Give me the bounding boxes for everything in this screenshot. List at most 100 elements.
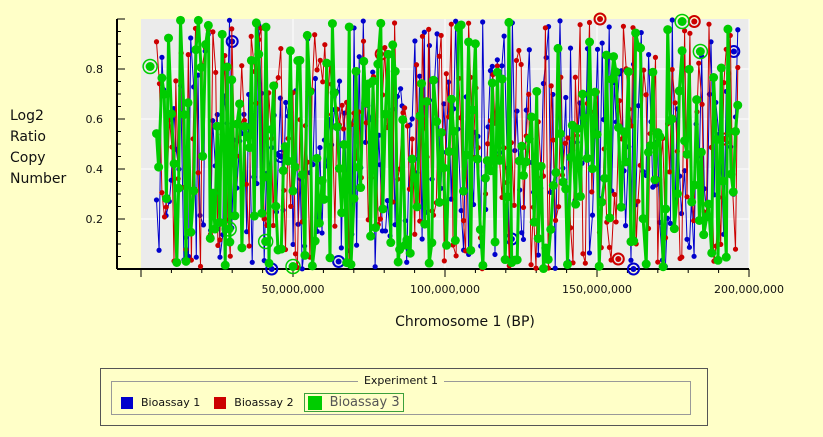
- data-point: [520, 204, 527, 211]
- y-tick-label: 0.8: [86, 63, 104, 76]
- legend-title-text: Experiment 1: [357, 374, 445, 387]
- data-point: [551, 168, 561, 178]
- data-point: [210, 224, 220, 234]
- legend-title: Experiment 1: [112, 374, 690, 387]
- data-point: [565, 135, 571, 141]
- data-point: [562, 140, 568, 146]
- data-point: [248, 33, 254, 39]
- data-point: [436, 128, 446, 138]
- data-point: [686, 244, 693, 250]
- data-point: [590, 87, 600, 97]
- data-point: [733, 100, 743, 110]
- data-point: [487, 68, 494, 74]
- legend: Experiment 1 Bioassay 1 Bioassay 2 Bioas…: [100, 368, 708, 426]
- x-tick-label: 200,000,000: [714, 283, 784, 296]
- data-point: [340, 126, 347, 132]
- data-point: [338, 245, 344, 251]
- data-point: [635, 198, 641, 204]
- data-point: [280, 142, 290, 152]
- data-point: [322, 58, 332, 68]
- data-point: [472, 154, 482, 164]
- data-point: [215, 242, 221, 249]
- data-point: [718, 176, 728, 186]
- data-point: [444, 147, 454, 157]
- data-point: [552, 217, 559, 223]
- data-point: [332, 223, 338, 229]
- data-point: [607, 74, 617, 84]
- x-tick-label: 150,000,000: [562, 283, 632, 296]
- data-point: [641, 259, 651, 269]
- data-point: [480, 19, 486, 25]
- data-point: [592, 129, 602, 139]
- data-point: [539, 264, 549, 274]
- data-point: [278, 166, 288, 176]
- data-point: [417, 73, 423, 79]
- data-point: [351, 66, 361, 76]
- data-point: [214, 112, 220, 118]
- data-point: [197, 212, 203, 219]
- data-point: [643, 92, 649, 98]
- data-point: [678, 210, 685, 217]
- data-point: [362, 139, 369, 145]
- highlighted-point: [277, 153, 284, 160]
- highlighted-point-ring: [142, 58, 158, 75]
- data-point: [599, 40, 605, 46]
- data-point: [404, 123, 411, 129]
- data-point: [589, 189, 595, 195]
- data-point: [377, 216, 384, 222]
- data-point: [290, 241, 296, 248]
- data-point: [518, 61, 524, 68]
- data-point: [417, 79, 427, 89]
- data-point: [448, 21, 454, 27]
- data-point: [566, 152, 576, 162]
- data-point: [546, 224, 556, 234]
- data-point: [344, 22, 354, 32]
- data-point: [580, 251, 586, 257]
- data-point: [677, 46, 687, 56]
- data-point: [402, 235, 412, 245]
- data-point: [453, 253, 459, 259]
- data-point: [694, 215, 704, 225]
- data-point: [312, 32, 318, 38]
- data-point: [173, 78, 179, 84]
- highlighted-point: [677, 17, 687, 26]
- data-point: [485, 141, 491, 147]
- data-point: [354, 242, 360, 248]
- data-point: [404, 259, 410, 265]
- data-point: [458, 186, 468, 196]
- data-point: [520, 236, 527, 243]
- legend-item-bioassay-3[interactable]: Bioassay 3: [303, 393, 404, 412]
- data-point: [193, 254, 199, 260]
- data-point: [558, 177, 568, 187]
- data-point: [226, 17, 233, 23]
- data-point: [208, 188, 218, 198]
- legend-item-bioassay-1[interactable]: Bioassay 1: [121, 396, 200, 409]
- data-point: [242, 132, 252, 142]
- data-point: [536, 161, 546, 171]
- data-point: [582, 153, 592, 163]
- highlighted-point: [335, 258, 342, 265]
- data-point: [310, 236, 320, 246]
- data-point: [597, 197, 607, 207]
- data-point: [464, 37, 474, 47]
- data-point: [361, 98, 371, 108]
- legend-item-bioassay-2[interactable]: Bioassay 2: [214, 396, 294, 409]
- data-point: [616, 202, 626, 212]
- data-point: [159, 54, 165, 60]
- data-point: [185, 52, 191, 58]
- data-point: [215, 217, 225, 227]
- data-point: [575, 191, 585, 201]
- data-point: [420, 219, 430, 229]
- data-point: [707, 248, 717, 258]
- data-point: [605, 213, 615, 223]
- data-point: [526, 91, 532, 97]
- highlighted-point-ring: [692, 43, 709, 60]
- data-point: [432, 117, 442, 127]
- data-point: [189, 186, 199, 196]
- highlighted-point: [730, 48, 737, 55]
- data-point: [270, 222, 276, 229]
- data-point: [533, 265, 539, 271]
- data-point: [232, 119, 242, 129]
- data-point: [728, 187, 738, 197]
- data-point: [524, 134, 534, 144]
